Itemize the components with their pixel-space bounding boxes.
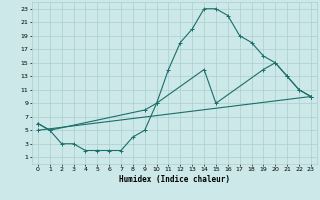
X-axis label: Humidex (Indice chaleur): Humidex (Indice chaleur) [119,175,230,184]
